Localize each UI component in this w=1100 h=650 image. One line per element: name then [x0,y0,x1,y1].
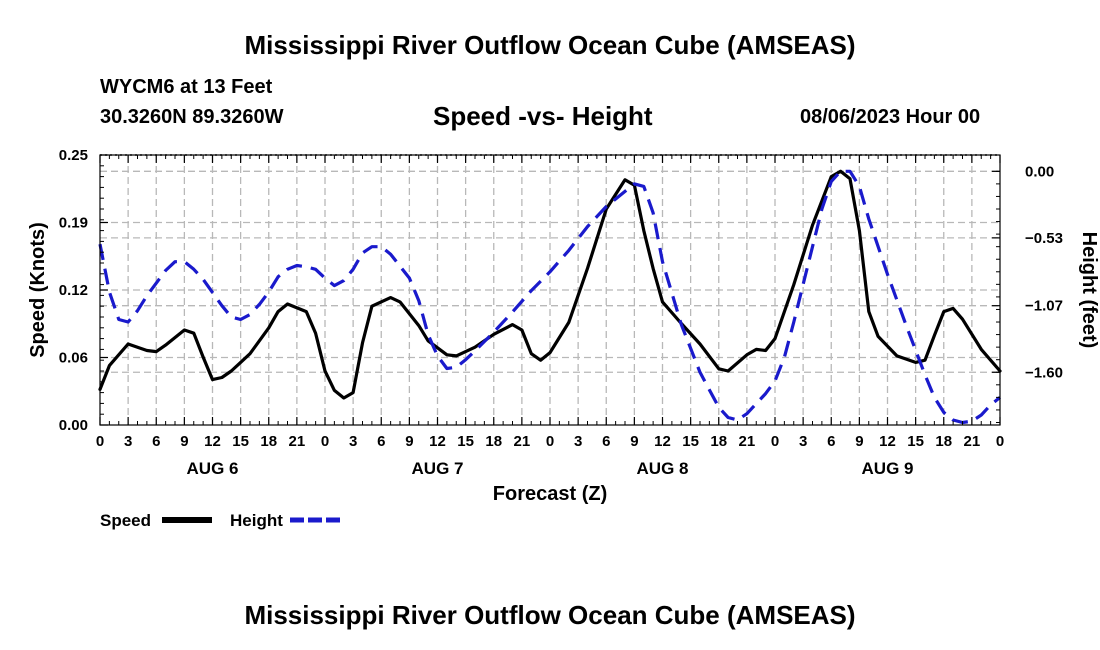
station-label: WYCM6 at 13 Feet [100,76,273,98]
x-tick-label: 0 [96,433,104,450]
x-tick-label: 0 [771,433,779,450]
y-tick-label-right: −1.60 [1025,364,1063,381]
coordinates-label: 30.3260N 89.3260W [100,106,284,128]
x-tick-label: 9 [855,433,863,450]
x-tick-label: 21 [514,433,531,450]
x-tick-label: 12 [429,433,446,450]
x-tick-label: 15 [682,433,699,450]
x-day-label: AUG 6 [187,459,239,478]
x-tick-label: 18 [710,433,727,450]
y-axis-title-right: Height (feet) [1078,232,1100,349]
y-tick-label-right: −0.53 [1025,230,1063,247]
series-line-height [98,169,1001,425]
x-tick-label: 18 [935,433,952,450]
datetime-label: 08/06/2023 Hour 00 [800,106,981,128]
x-tick-label: 9 [405,433,413,450]
y-axis-title-left: Speed (Knots) [27,222,49,358]
x-axis-title: Forecast (Z) [493,483,607,505]
x-tick-label: 0 [321,433,329,450]
x-tick-label: 18 [485,433,502,450]
legend-label-height: Height [230,511,283,530]
x-tick-label: 12 [204,433,221,450]
x-tick-label: 0 [546,433,554,450]
y-tick-label-right: 0.00 [1025,163,1054,180]
x-tick-label: 21 [964,433,981,450]
x-tick-label: 3 [799,433,807,450]
y-tick-label-left: 0.00 [59,417,88,434]
x-tick-label: 21 [739,433,756,450]
x-tick-label: 21 [289,433,306,450]
legend-label-speed: Speed [100,511,151,530]
x-day-label: AUG 9 [862,459,914,478]
y-tick-label-left: 0.06 [59,350,88,367]
x-tick-label: 3 [349,433,357,450]
y-tick-label-left: 0.12 [59,282,88,299]
y-tick-label-left: 0.19 [59,215,88,232]
x-day-label: AUG 7 [412,459,464,478]
x-tick-label: 15 [457,433,474,450]
x-tick-label: 0 [996,433,1004,450]
x-tick-label: 9 [180,433,188,450]
x-tick-label: 3 [124,433,132,450]
x-day-label: AUG 8 [637,459,689,478]
x-tick-label: 6 [827,433,835,450]
x-tick-label: 6 [602,433,610,450]
x-tick-label: 15 [907,433,924,450]
y-tick-label-right: −1.07 [1025,298,1063,315]
bottom-title: Mississippi River Outflow Ocean Cube (AM… [244,600,856,630]
y-tick-label-left: 0.25 [59,147,88,164]
x-tick-label: 18 [260,433,277,450]
x-tick-label: 6 [152,433,160,450]
series-line-speed [98,169,1002,400]
main-title: Mississippi River Outflow Ocean Cube (AM… [244,30,856,60]
chart-subtitle: Speed -vs- Height [433,101,653,131]
x-tick-label: 3 [574,433,582,450]
x-tick-label: 12 [654,433,671,450]
x-tick-label: 6 [377,433,385,450]
x-tick-label: 12 [879,433,896,450]
x-tick-label: 15 [232,433,249,450]
x-tick-label: 9 [630,433,638,450]
